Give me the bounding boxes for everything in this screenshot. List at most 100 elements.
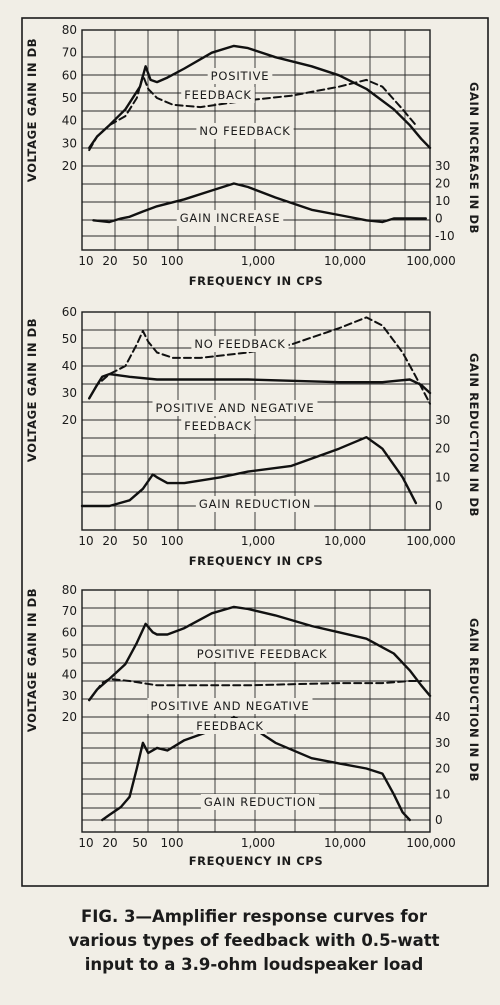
y2-tick-label: -10 [435,229,455,243]
curve-label-background [195,496,315,512]
series-no-feedback [88,74,417,152]
y2-axis-label: GAIN INCREASE IN DB [467,82,481,234]
x-tick-label: 100 [161,254,184,268]
y-tick-label: 80 [62,583,77,597]
series-no-feedback [88,316,431,405]
y2-tick-label: 30 [435,413,450,427]
y-tick-label: 40 [62,359,77,373]
y-tick-label: 30 [62,136,77,150]
plot-frame [81,311,431,531]
x-tick-label: 20 [102,534,117,548]
y2-tick-label: 20 [435,177,450,191]
y2-tick-label: 10 [435,194,450,208]
x-tick-label: 1,000 [241,254,275,268]
curve-label-background [193,718,267,734]
x-tick-label: 100 [161,534,184,548]
series-gain-reduction [80,436,418,508]
x-tick-label: 10 [78,534,93,548]
series-positive-feedback [87,605,432,702]
y2-tick-label: 30 [435,736,450,750]
curve-label-background [152,400,318,416]
curve-label: NO FEEDBACK [194,337,285,351]
y-tick-label: 50 [62,647,77,661]
x-axis-label: FREQUENCY IN CPS [189,554,324,568]
y2-tick-label: 0 [435,212,443,226]
curve-label-background [207,68,273,84]
curve-label: GAIN REDUCTION [199,497,311,511]
curve-label-background [181,87,255,103]
x-tick-label: 10 [78,254,93,268]
curve-label: GAIN REDUCTION [204,795,316,809]
x-tick-label: 100,000 [406,836,456,850]
curve-label-background [193,646,331,662]
chart-combined-feedback: 20 30 40 50 60 70 80 0 10 20 30 40 10 20 50 100 1,000 10,… [25,583,481,868]
figure-caption: FIG. 3—Amplifier response curves for var… [16,905,492,977]
chart-positive-feedback: 20 30 40 50 60 70 80 -10 0 10 20 30 10 20 50 100 1,000 10… [25,23,481,288]
x-tick-label: 1,000 [241,836,275,850]
x-tick-label: 10,000 [324,254,366,268]
y2-tick-label: 20 [435,762,450,776]
y2-tick-label: 40 [435,710,450,724]
series-positive-and-negative-feedback [88,677,423,702]
curve-label: POSITIVE [211,69,270,83]
curve-label: FEEDBACK [184,88,252,102]
curve-label: POSITIVE AND NEGATIVE [151,699,310,713]
x-axis-label: FREQUENCY IN CPS [189,274,324,288]
x-tick-label: 10,000 [324,534,366,548]
curve-label-background [196,123,294,139]
x-tick-label: 10 [78,836,93,850]
x-tick-label: 100,000 [406,534,456,548]
curve-label: POSITIVE AND NEGATIVE [156,401,315,415]
y-tick-label: 50 [62,332,77,346]
y-axis-label: VOLTAGE GAIN IN DB [25,38,39,182]
curve-label: FEEDBACK [196,719,264,733]
x-tick-label: 20 [102,836,117,850]
y-tick-label: 60 [62,68,77,82]
y-tick-label: 80 [62,23,77,37]
y2-tick-label: 20 [435,442,450,456]
x-tick-label: 1,000 [241,534,275,548]
y-tick-label: 20 [62,159,77,173]
y-tick-label: 30 [62,689,77,703]
x-tick-label: 10,000 [324,836,366,850]
y-tick-label: 50 [62,91,77,105]
caption-line-1: FIG. 3—Amplifier response curves for [81,907,427,926]
plot-frame [81,589,431,833]
y-tick-label: 60 [62,305,77,319]
y2-tick-label: 10 [435,787,450,801]
y-tick-label: 20 [62,710,77,724]
curve-label-background [191,336,289,352]
x-tick-label: 50 [132,534,147,548]
x-tick-label: 50 [132,836,147,850]
x-tick-label: 100,000 [406,254,456,268]
caption-line-2: various types of feedback with 0.5-watt [68,931,440,950]
y2-tick-label: 30 [435,159,450,173]
y-tick-label: 70 [62,604,77,618]
y-tick-label: 60 [62,625,77,639]
y-axis-label: VOLTAGE GAIN IN DB [25,588,39,732]
y-tick-label: 40 [62,668,77,682]
grid [81,311,431,531]
curve-label: POSITIVE FEEDBACK [197,647,328,661]
curve-label: FEEDBACK [184,419,252,433]
chart-positive-negative-feedback: 20 30 40 50 60 0 10 20 30 10 20 50 100 1,000 10,000 100… [25,305,481,568]
x-tick-label: 20 [102,254,117,268]
y2-tick-label: 0 [435,499,443,513]
series-positive-feedback [87,44,432,150]
curve-label-background [176,210,284,226]
y2-tick-label: 10 [435,470,450,484]
y-tick-label: 40 [62,114,77,128]
curve-label-background [147,698,313,714]
y-tick-label: 30 [62,386,77,400]
y-axis-label: VOLTAGE GAIN IN DB [25,318,39,462]
curve-label-background [200,794,320,810]
y2-axis-label: GAIN REDUCTION IN DB [467,353,481,517]
curve-label-background [181,418,255,434]
x-tick-label: 100 [161,836,184,850]
y2-axis-label: GAIN REDUCTION IN DB [467,618,481,782]
figure-border [21,17,489,887]
caption-line-3: input to a 3.9-ohm loudspeaker load [84,955,424,974]
y2-tick-label: 0 [435,813,443,827]
